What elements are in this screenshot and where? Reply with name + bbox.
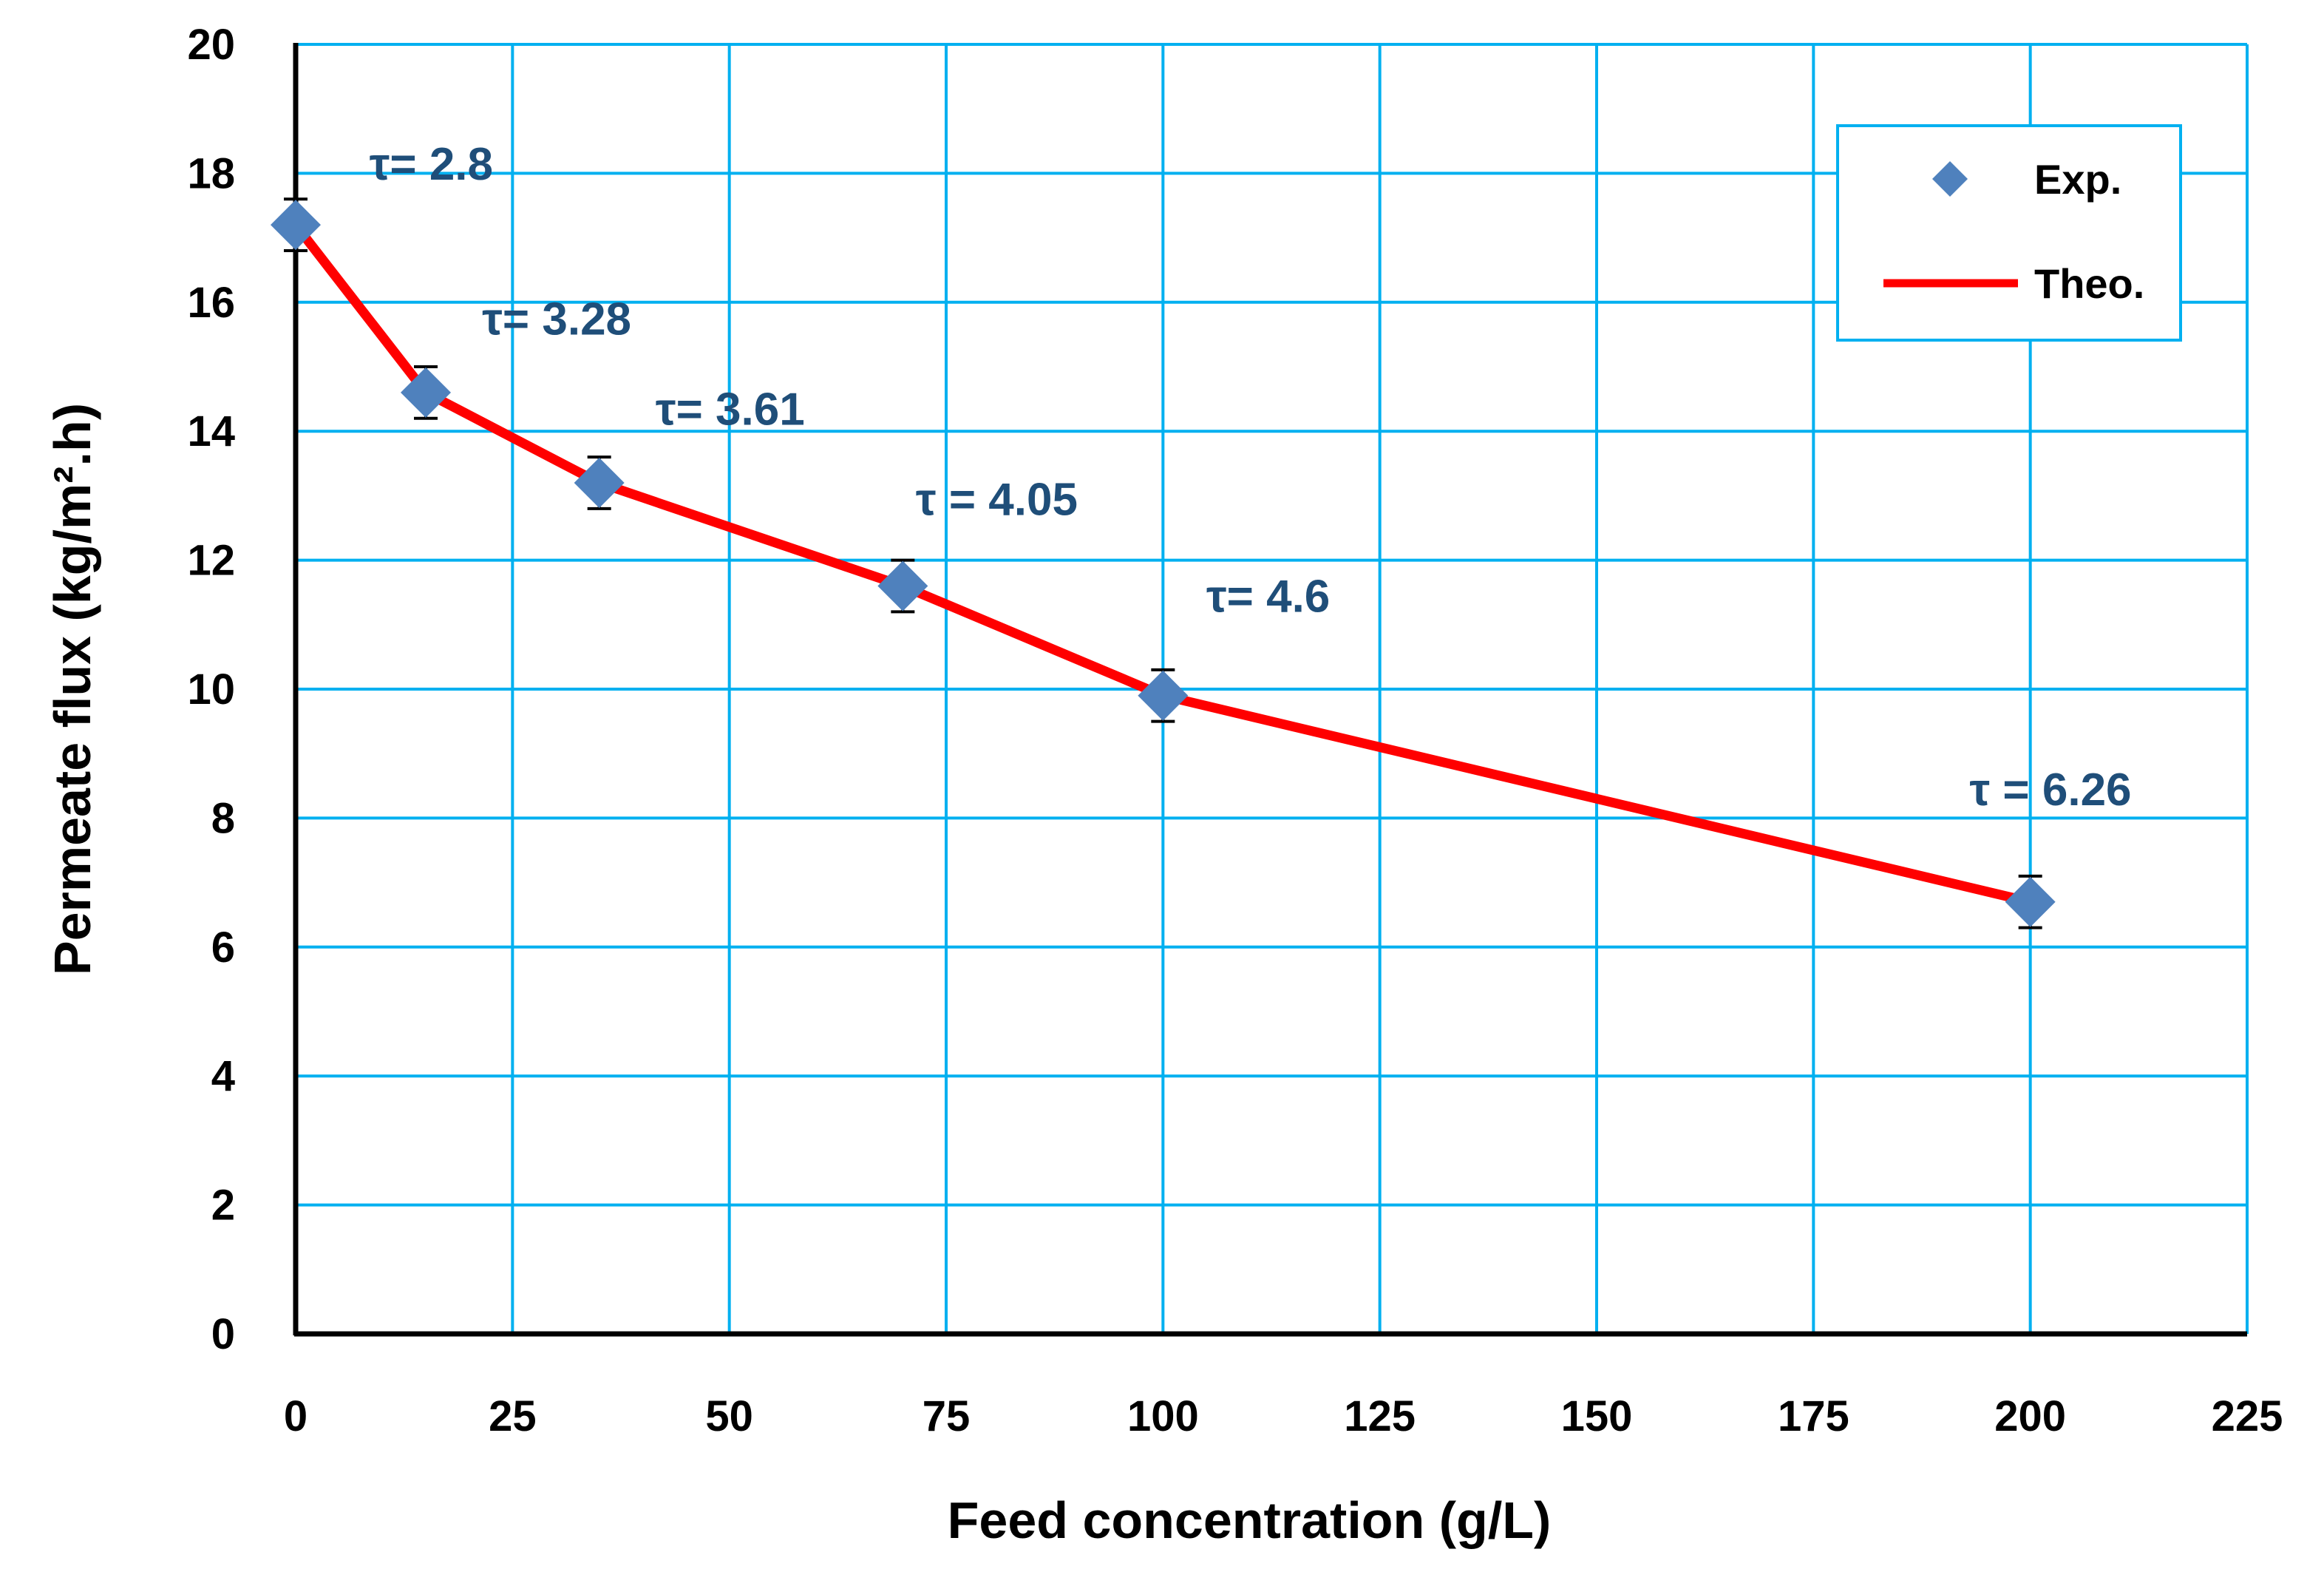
tau-annotation: τ = 4.05: [916, 475, 1078, 526]
exp-series: [271, 197, 2056, 929]
y-tick-label: 10: [187, 665, 235, 714]
x-tick-labels: 0 25 50 75 100 125 150 175 200 225: [284, 1392, 2283, 1440]
y-tick-label: 0: [211, 1310, 235, 1358]
legend: Exp. Theo.: [1836, 124, 2182, 342]
legend-exp-label: Exp.: [2034, 156, 2121, 203]
tau-annotation: τ = 6.26: [1970, 765, 2132, 816]
x-tick-label: 200: [1994, 1392, 2066, 1440]
y-tick-label: 2: [211, 1182, 235, 1230]
exp-point: [271, 200, 321, 251]
axes: [293, 43, 2247, 1337]
y-tick-label: 18: [187, 149, 235, 197]
tau-annotation: τ= 4.6: [1206, 571, 1330, 622]
y-tick-label: 20: [187, 21, 235, 69]
theo-line: [290, 220, 2036, 907]
y-tick-label: 6: [211, 924, 235, 972]
theo-series: [290, 220, 2036, 907]
legend-box: [1836, 124, 2182, 342]
y-tick-label: 14: [187, 407, 235, 455]
x-tick-label: 75: [923, 1392, 971, 1440]
x-tick-label: 125: [1344, 1392, 1416, 1440]
tau-annotation: τ= 2.8: [370, 139, 493, 190]
exp-point: [1138, 670, 1189, 721]
exp-point: [2005, 876, 2056, 927]
x-tick-label: 225: [2212, 1392, 2283, 1440]
y-tick-label: 8: [211, 794, 235, 842]
y-tick-labels: 0 2 4 6 8 10 12 14 16 18 20: [187, 21, 235, 1358]
x-tick-label: 0: [284, 1392, 308, 1440]
tau-annotation: τ= 3.28: [482, 294, 631, 345]
tau-annotation: τ= 3.61: [656, 384, 805, 435]
exp-point: [401, 367, 451, 418]
x-tick-label: 50: [705, 1392, 753, 1440]
x-tick-label: 150: [1561, 1392, 1633, 1440]
x-tick-label: 175: [1778, 1392, 1849, 1440]
legend-theo-label: Theo.: [2034, 260, 2144, 307]
x-axis-title: Feed concentration (g/L): [948, 1491, 1552, 1549]
annotations: τ= 2.8 τ= 3.28 τ= 3.61 τ = 4.05 τ= 4.6 τ = 6.…: [370, 139, 2132, 816]
y-tick-label: 16: [187, 279, 235, 327]
exp-point: [574, 457, 625, 508]
exp-point: [877, 560, 928, 611]
y-tick-label: 4: [211, 1052, 235, 1100]
legend-exp-marker: [1932, 161, 1968, 197]
x-tick-label: 100: [1127, 1392, 1199, 1440]
y-tick-label: 12: [187, 537, 235, 585]
x-tick-label: 25: [489, 1392, 537, 1440]
y-axis-title: Permeate flux (kg/m².h): [44, 403, 101, 975]
